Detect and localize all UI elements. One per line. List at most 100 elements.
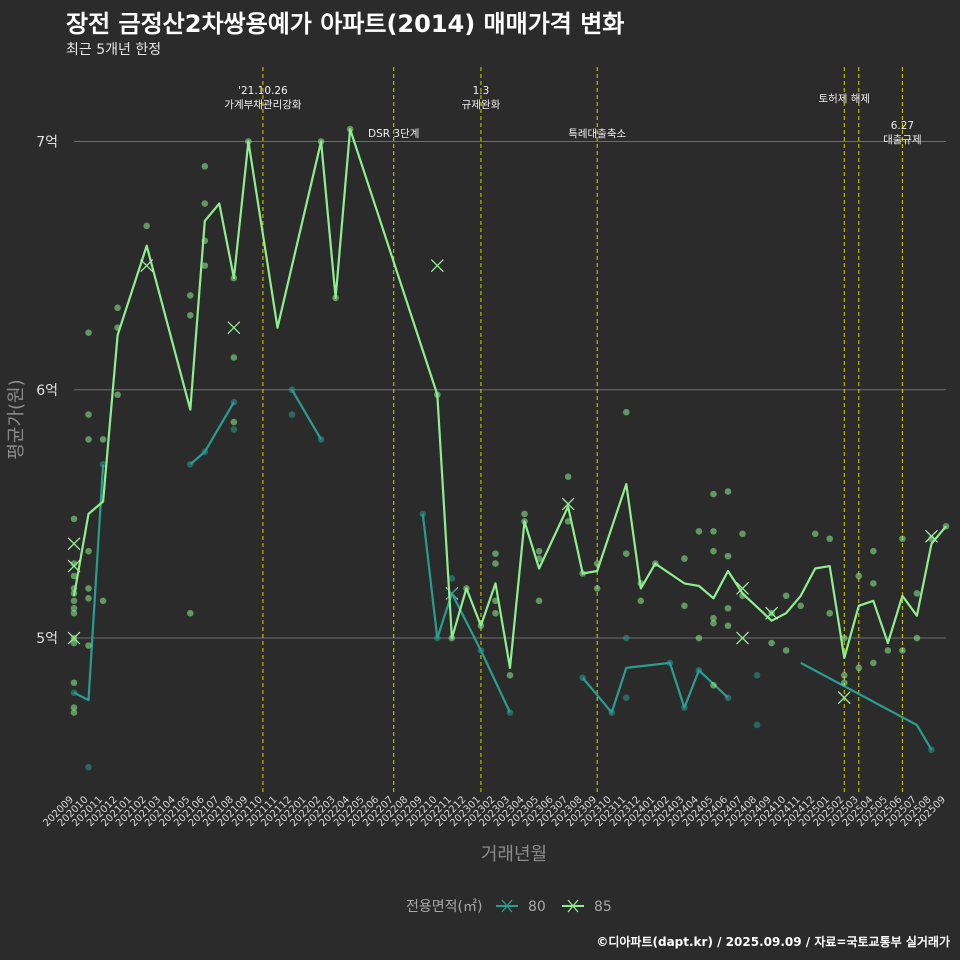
cross-marker: [67, 559, 81, 573]
policy-annotation: 특례대출축소: [568, 128, 626, 140]
data-point: [782, 592, 790, 600]
series-line: [189, 401, 235, 466]
legend-title: 전용면적(㎡): [406, 899, 482, 915]
data-point: [85, 436, 92, 443]
data-point: [724, 622, 732, 629]
cross-stroke: [68, 632, 80, 644]
data-point: [840, 679, 848, 687]
data-point: [753, 721, 761, 729]
data-point: [70, 609, 78, 617]
legend-label: 85: [594, 899, 612, 915]
y-tick-label: 6억: [36, 383, 58, 399]
cross-marker: [67, 537, 81, 551]
data-point: [710, 614, 717, 622]
data-point: [884, 647, 892, 654]
data-point: [622, 408, 630, 416]
data-point: [70, 597, 78, 605]
data-point: [840, 672, 848, 679]
data-point: [492, 560, 499, 567]
data-point: [622, 634, 630, 642]
data-point: [85, 585, 92, 592]
data-point: [99, 436, 107, 443]
data-point: [85, 642, 92, 649]
chart-title: 장전 금정산2차쌍용예가 아파트(2014) 매매가격 변화: [66, 10, 625, 38]
data-point: [230, 354, 238, 361]
data-point: [840, 634, 848, 642]
cross-stroke: [228, 322, 240, 334]
data-point: [492, 609, 499, 617]
data-point: [855, 572, 863, 580]
cross-marker: [561, 497, 575, 511]
legend-label: 80: [528, 899, 546, 915]
cross-stroke: [737, 582, 748, 594]
data-point: [811, 530, 819, 538]
series-line: [72, 128, 947, 670]
policy-annotation: 1.3: [473, 85, 490, 97]
data-point: [230, 426, 238, 433]
data-point: [70, 709, 78, 716]
cross-stroke: [562, 498, 574, 510]
series-line: [291, 389, 323, 440]
data-point: [768, 639, 775, 647]
data-point: [70, 604, 78, 612]
policy-annotation: 대출규제: [883, 134, 922, 146]
data-point: [492, 550, 499, 557]
cross-stroke: [766, 607, 778, 619]
data-point: [710, 681, 717, 689]
series-80: [70, 386, 935, 771]
data-point: [114, 391, 121, 399]
data-point: [753, 672, 761, 679]
policy-annotation: 가계부채관리강화: [224, 99, 302, 111]
series-85: [67, 125, 950, 716]
data-point: [564, 518, 572, 525]
data-point: [85, 595, 92, 602]
cross-marker: [227, 321, 241, 335]
data-point: [797, 602, 804, 610]
data-point: [637, 597, 645, 605]
data-point: [506, 672, 514, 679]
legend-key-cross: [567, 899, 579, 913]
data-point: [724, 488, 732, 495]
data-point: [70, 572, 78, 580]
data-point: [593, 585, 601, 592]
data-point: [201, 163, 209, 170]
data-point: [899, 535, 906, 543]
data-point: [288, 411, 296, 418]
data-point: [521, 510, 528, 518]
data-point: [913, 634, 921, 642]
data-point: [70, 704, 78, 711]
data-point: [85, 763, 92, 771]
policy-annotation: 토허제 해제: [818, 92, 870, 105]
y-axis-title: 평균가(원): [6, 379, 27, 459]
data-point: [710, 527, 717, 535]
data-point: [622, 550, 630, 557]
data-point: [85, 411, 92, 418]
cross-marker: [736, 631, 749, 645]
chart-subtitle: 최근 5개년 한정: [66, 42, 162, 58]
cross-stroke: [141, 260, 153, 272]
policy-annotation: '21.10.26: [238, 85, 288, 97]
data-point: [143, 222, 150, 230]
data-point: [85, 547, 92, 555]
cross-marker: [925, 529, 938, 543]
data-point: [695, 527, 703, 535]
data-point: [186, 609, 194, 617]
cross-marker: [736, 582, 749, 595]
policy-annotation: DSR 3단계: [368, 128, 419, 140]
cross-marker: [140, 259, 154, 272]
data-point: [186, 311, 194, 319]
data-point: [681, 555, 688, 562]
data-point: [535, 597, 543, 605]
y-tick-label: 5억: [36, 631, 58, 647]
series-line: [73, 464, 105, 702]
x-axis-title: 거래년월: [481, 844, 547, 865]
cross-stroke: [68, 560, 80, 572]
data-point: [870, 547, 877, 555]
cross-stroke: [737, 632, 748, 644]
cross-marker: [430, 259, 444, 272]
cross-stroke: [926, 530, 937, 542]
data-point: [99, 597, 107, 605]
data-point: [739, 530, 746, 538]
legend-item-85: 85: [562, 899, 612, 915]
